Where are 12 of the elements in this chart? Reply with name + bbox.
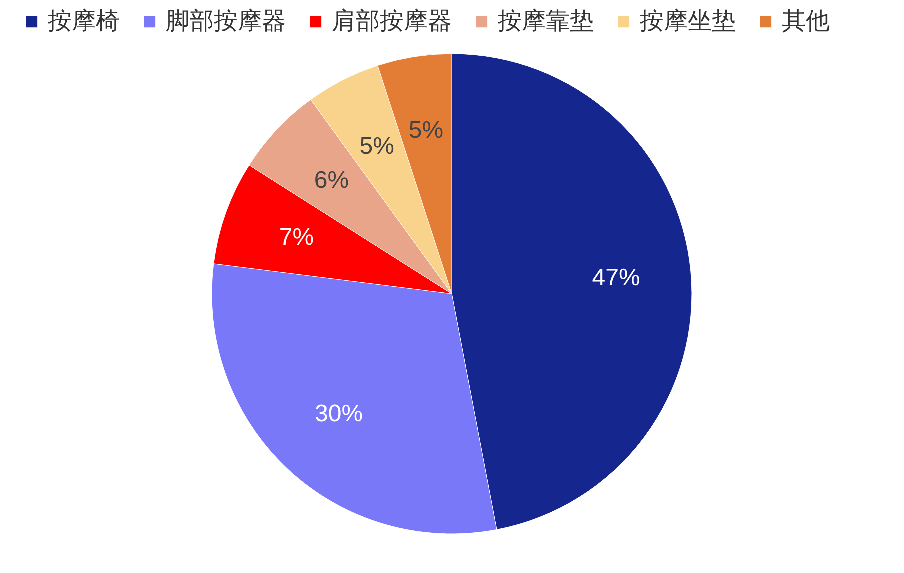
data-label: 6% bbox=[314, 167, 350, 194]
data-label: 5% bbox=[360, 132, 394, 160]
legend-label: 其他 bbox=[782, 7, 830, 35]
legend-label: 脚部按摩器 bbox=[166, 7, 286, 35]
data-label: 7% bbox=[279, 224, 314, 252]
data-label: 5% bbox=[408, 117, 444, 144]
data-label: 47% bbox=[592, 264, 640, 292]
legend-label: 按摩椅 bbox=[48, 7, 120, 35]
legend-label: 按摩坐垫 bbox=[640, 7, 736, 35]
legend-label: 肩部按摩器 bbox=[332, 7, 452, 35]
legend-label: 按摩靠垫 bbox=[498, 7, 594, 35]
data-label: 30% bbox=[315, 400, 364, 428]
